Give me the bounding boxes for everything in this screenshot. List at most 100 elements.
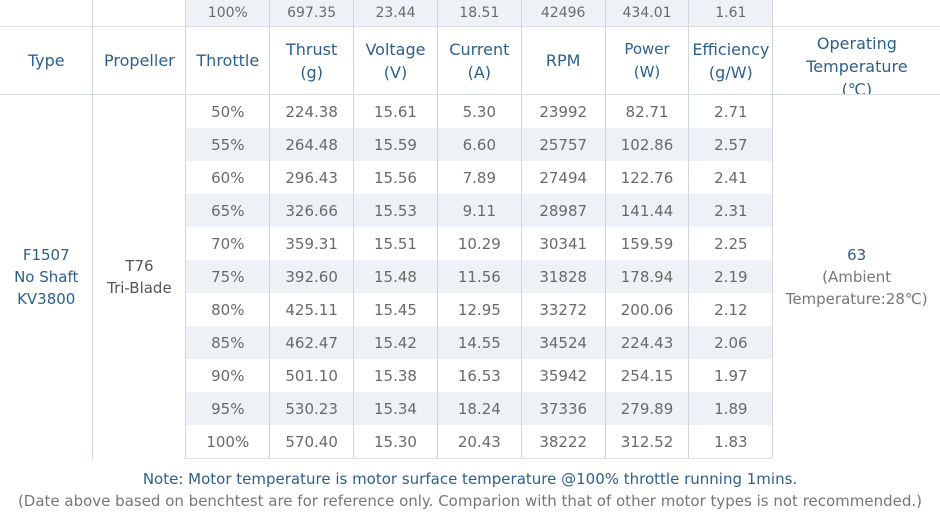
propeller-line: T76 bbox=[125, 256, 154, 275]
table-cell: 392.60 bbox=[269, 260, 355, 293]
motor-test-table: 100% 697.35 23.44 18.51 42496 434.01 1.6… bbox=[0, 0, 940, 459]
ambient-temperature-note: (Ambient bbox=[822, 267, 892, 286]
header-type-label: Type bbox=[27, 51, 65, 70]
table-cell: 15.34 bbox=[353, 392, 438, 425]
table-cell: 2.57 bbox=[688, 128, 774, 161]
table-cell: 20.43 bbox=[437, 425, 522, 459]
table-cell: 11.56 bbox=[437, 260, 522, 293]
previous-table-row: 100% 697.35 23.44 18.51 42496 434.01 1.6… bbox=[0, 0, 940, 27]
header-voltage: Voltage (V) bbox=[353, 26, 438, 95]
table-cell: 50% bbox=[185, 94, 271, 128]
table-row: 65% 326.66 15.53 9.11 28987 141.44 2.31 bbox=[0, 194, 940, 227]
table-cell: 15.48 bbox=[353, 260, 438, 293]
table-cell: 25757 bbox=[521, 128, 606, 161]
header-thrust-label: Thrust bbox=[286, 39, 338, 59]
header-power-unit: (W) bbox=[633, 62, 661, 81]
table-cell: 95% bbox=[185, 392, 271, 425]
table-cell: 18.51 bbox=[437, 0, 522, 27]
table-row: 60% 296.43 15.56 7.89 27494 122.76 2.41 bbox=[0, 161, 940, 194]
table-cell: 296.43 bbox=[269, 161, 355, 194]
table-cell: 1.61 bbox=[688, 0, 774, 27]
table-cell: 462.47 bbox=[269, 326, 355, 359]
header-throttle: Throttle bbox=[185, 26, 271, 95]
table-cell: 15.56 bbox=[353, 161, 438, 194]
table-cell: 35942 bbox=[521, 359, 606, 392]
table-cell: 31828 bbox=[521, 260, 606, 293]
table-row: F1507 No Shaft KV3800 T76 Tri-Blade 50% 224.38… bbox=[0, 94, 940, 459]
table-cell: 15.51 bbox=[353, 227, 438, 260]
table-cell: 2.71 bbox=[688, 94, 774, 128]
header-propeller-label: Propeller bbox=[104, 51, 175, 70]
table-cell: 7.89 bbox=[437, 161, 522, 194]
table-cell: 80% bbox=[185, 293, 271, 326]
table-cell: 312.52 bbox=[605, 425, 690, 459]
table-cell: 224.38 bbox=[269, 94, 355, 128]
header-power: Power (W) bbox=[605, 26, 690, 95]
table-cell: 141.44 bbox=[605, 194, 690, 227]
header-efficiency-unit: (g/W) bbox=[708, 62, 753, 82]
table-row: 95% 530.23 15.34 18.24 37336 279.89 1.89 bbox=[0, 392, 940, 425]
table-cell: 15.42 bbox=[353, 326, 438, 359]
prev-type-cell bbox=[0, 0, 94, 27]
table-cell: 15.53 bbox=[353, 194, 438, 227]
table-cell: 70% bbox=[185, 227, 271, 260]
header-temperature-label: Operating bbox=[816, 33, 897, 53]
table-cell: 42496 bbox=[521, 0, 606, 27]
table-cell: 1.83 bbox=[688, 425, 774, 459]
ambient-temperature-note: Temperature:28℃) bbox=[785, 289, 928, 308]
table-cell: 10.29 bbox=[437, 227, 522, 260]
table-cell: 254.15 bbox=[605, 359, 690, 392]
table-cell: 82.71 bbox=[605, 94, 690, 128]
table-cell: 18.24 bbox=[437, 392, 522, 425]
header-efficiency: Efficiency (g/W) bbox=[688, 26, 774, 95]
note-motor-temperature: Note: Motor temperature is motor surface… bbox=[142, 470, 798, 488]
motor-type-cell: F1507 No Shaft KV3800 bbox=[0, 94, 94, 459]
table-cell: 15.59 bbox=[353, 128, 438, 161]
table-cell: 37336 bbox=[521, 392, 606, 425]
table-cell: 224.43 bbox=[605, 326, 690, 359]
header-voltage-unit: (V) bbox=[383, 62, 408, 82]
table-cell: 15.38 bbox=[353, 359, 438, 392]
table-cell: 100% bbox=[185, 425, 271, 459]
header-current: Current (A) bbox=[437, 26, 522, 95]
table-cell: 102.86 bbox=[605, 128, 690, 161]
propeller-cell: T76 Tri-Blade bbox=[92, 94, 187, 459]
table-cell: 30341 bbox=[521, 227, 606, 260]
table-cell: 359.31 bbox=[269, 227, 355, 260]
table-header-row: Type Propeller Throttle Thrust (g) Voltag… bbox=[0, 26, 940, 95]
propeller-line: Tri-Blade bbox=[107, 278, 172, 297]
prev-temperature-cell bbox=[772, 0, 940, 27]
table-cell: 2.31 bbox=[688, 194, 774, 227]
table-cell: 28987 bbox=[521, 194, 606, 227]
table-cell: 326.66 bbox=[269, 194, 355, 227]
motor-type-line: F1507 bbox=[22, 245, 70, 264]
table-cell: 100% bbox=[185, 0, 271, 27]
table-row: 100% 570.40 15.30 20.43 38222 312.52 1.83 bbox=[0, 425, 940, 459]
table-cell: 2.12 bbox=[688, 293, 774, 326]
table-cell: 2.41 bbox=[688, 161, 774, 194]
prev-propeller-cell bbox=[92, 0, 187, 27]
table-cell: 2.25 bbox=[688, 227, 774, 260]
header-temperature-label-2: Temperature bbox=[806, 56, 908, 76]
table-cell: 75% bbox=[185, 260, 271, 293]
table-cell: 6.60 bbox=[437, 128, 522, 161]
table-cell: 570.40 bbox=[269, 425, 355, 459]
table-cell: 264.48 bbox=[269, 128, 355, 161]
table-cell: 34524 bbox=[521, 326, 606, 359]
table-cell: 5.30 bbox=[437, 94, 522, 128]
table-cell: 60% bbox=[185, 161, 271, 194]
table-cell: 15.30 bbox=[353, 425, 438, 459]
header-rpm: RPM bbox=[521, 26, 606, 95]
table-cell: 65% bbox=[185, 194, 271, 227]
motor-type-line: No Shaft bbox=[14, 267, 79, 286]
notes-section: Note: Motor temperature is motor surface… bbox=[0, 457, 940, 521]
table-cell: 9.11 bbox=[437, 194, 522, 227]
table-cell: 2.19 bbox=[688, 260, 774, 293]
header-operating-temperature: Operating Temperature (℃) bbox=[772, 26, 940, 95]
table-cell: 200.06 bbox=[605, 293, 690, 326]
table-cell: 697.35 bbox=[269, 0, 355, 27]
table-cell: 23992 bbox=[521, 94, 606, 128]
table-row: 80% 425.11 15.45 12.95 33272 200.06 2.12 bbox=[0, 293, 940, 326]
header-voltage-label: Voltage bbox=[365, 39, 426, 59]
